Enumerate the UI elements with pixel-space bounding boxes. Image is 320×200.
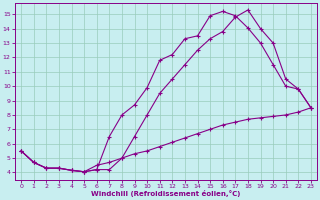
X-axis label: Windchill (Refroidissement éolien,°C): Windchill (Refroidissement éolien,°C) [91, 190, 241, 197]
